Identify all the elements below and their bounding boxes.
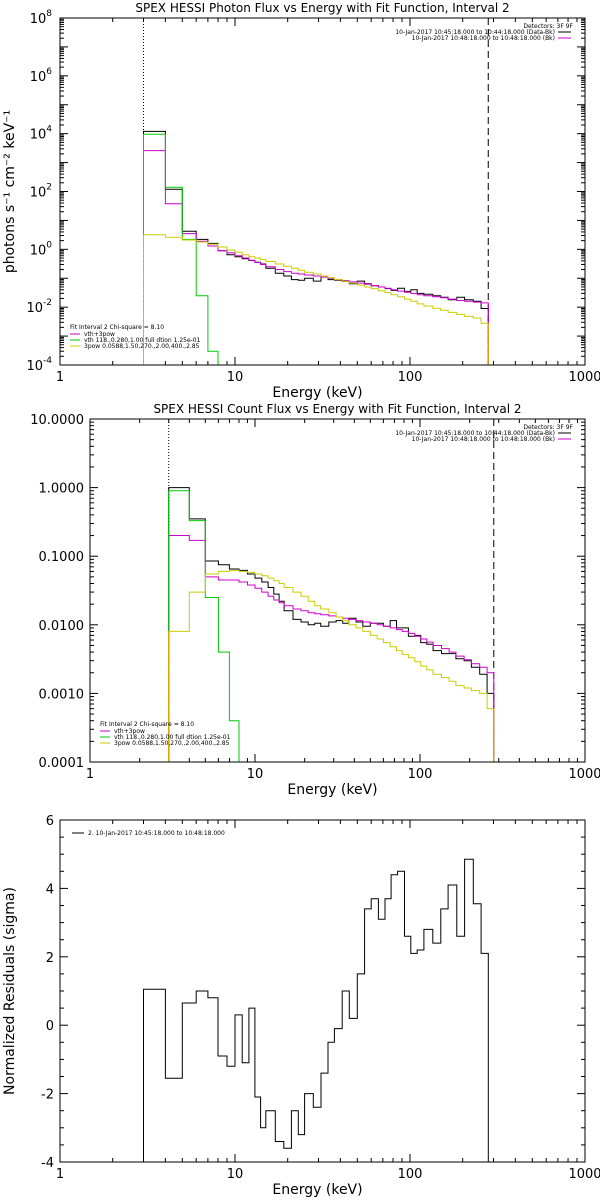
x-tick-label: 10 (247, 767, 264, 782)
y-tick-exponent: 0 (46, 240, 52, 250)
y-tick-label: -2 (41, 1088, 54, 1103)
y-tick-label: 10-2 (26, 298, 52, 316)
y-tick-exponent: -4 (43, 356, 52, 366)
x-tick-label: 1 (56, 370, 64, 385)
y-tick-label: 2 (46, 951, 54, 966)
x-tick-label: 1 (86, 767, 94, 782)
legend-bl-text: vth+3pow (84, 331, 115, 338)
legend-tr-text: 10-Jan-2017 10:48:18.000 to 10:48:18.000… (412, 35, 555, 42)
y-tick-exponent: 6 (46, 67, 52, 77)
y-tick-label: 4 (46, 882, 54, 897)
legend-bl-text: 3pow 0.0588,1.50,270.,2.00,400.,2.85 (114, 740, 230, 747)
series-data-bk (168, 487, 495, 762)
x-tick-label: 100 (398, 370, 423, 385)
panel-3: 1 10 100 1000 -4 -2 0 2 4 6 Energy (keV) Normalized… (2, 814, 600, 1198)
series-data-bk (143, 130, 489, 365)
y-tick-base: 10 (30, 243, 47, 258)
y-tick-label: 104 (30, 125, 53, 143)
series-group (143, 858, 489, 1162)
series-2-10-jan-2017-10-45-18-000-to-10-48-18-000 (143, 858, 489, 1162)
plot-frame (59, 819, 586, 1163)
panel-2: SPEX HESSI Count Flux vs Energy with Fit… (30, 402, 600, 798)
y-tick-base: 10 (30, 12, 47, 27)
x-axis-label: Energy (keV) (272, 1182, 362, 1198)
x-axis-label: Energy (keV) (287, 782, 377, 798)
legend-tr-text: 10-Jan-2017 10:48:18.000 to 10:48:18.000… (412, 436, 555, 443)
y-tick-label: 106 (30, 67, 53, 85)
y-tick-exponent: 8 (46, 9, 52, 19)
y-tick-label: 10.0000 (30, 413, 84, 428)
chart-title: SPEX HESSI Photon Flux vs Energy with Fi… (135, 1, 509, 15)
series-vth-3pow (168, 535, 495, 762)
y-tick-label: 100 (30, 240, 53, 258)
y-tick-base: 10 (30, 128, 47, 143)
legend-bl-text: vth 118.,0.280,1.00 full dtion 1.25e-01 (84, 337, 201, 344)
legend-tl-text: 2. 10-Jan-2017 10:45:18.000 to 10:48:18.… (88, 830, 225, 837)
legend-bl-text: vth 118.,0.280,1.00 full dtion 1.25e-01 (114, 734, 231, 741)
x-tick-label: 1000 (568, 1167, 600, 1182)
chart-title: SPEX HESSI Count Flux vs Energy with Fit… (153, 402, 521, 416)
y-tick-label: 0.0001 (39, 756, 85, 771)
legend-bl-text: 3pow 0.0588,1.50,270.,2.00,400.,2.85 (84, 343, 200, 350)
series-3pow (168, 569, 495, 762)
legend-bl-title: Fit Interval 2 Chi-square = 8.10 (70, 324, 164, 331)
legend-tr-text: 10-Jan-2017 10:45:18.000 to 10:44:18.000… (395, 29, 555, 36)
plot-frame (89, 418, 586, 763)
y-axis-label: photons s⁻¹ cm⁻² keV⁻¹ (2, 110, 18, 273)
y-tick-exponent: 4 (46, 125, 52, 135)
series-group (168, 487, 495, 762)
y-tick-base: 10 (30, 186, 47, 201)
x-tick-label: 1000 (568, 767, 600, 782)
y-tick-label: 0.1000 (39, 550, 85, 565)
legend-tr-text: 10-Jan-2017 10:45:18.000 to 10:44:18.000… (395, 430, 555, 437)
series-3pow (143, 234, 489, 365)
y-tick-base: 10 (26, 359, 43, 374)
plot-frame (59, 17, 586, 366)
y-tick-base: 10 (30, 70, 47, 85)
y-tick-label: 6 (46, 814, 54, 829)
y-tick-exponent: -2 (43, 298, 52, 308)
y-tick-label: 0.0010 (39, 687, 85, 702)
x-tick-label: 1000 (568, 370, 600, 385)
y-tick-exponent: 2 (46, 183, 52, 193)
y-tick-label: 1.0000 (39, 482, 85, 497)
series-group (142, 130, 489, 365)
legend-bl-title: Fit Interval 2 Chi-square = 8.10 (100, 721, 194, 728)
x-tick-label: 100 (398, 1167, 423, 1182)
x-tick-label: 100 (408, 767, 433, 782)
y-tick-label: -4 (41, 1156, 54, 1171)
x-tick-label: 10 (227, 1167, 244, 1182)
y-tick-label: 102 (30, 183, 52, 201)
x-tick-label: 1 (56, 1167, 64, 1182)
y-tick-label: 0.0100 (39, 619, 85, 634)
series-vth (168, 490, 240, 762)
y-tick-label: 10-4 (26, 356, 52, 374)
y-tick-base: 10 (26, 301, 43, 316)
y-tick-label: 108 (30, 9, 53, 27)
y-tick-label: 0 (46, 1019, 54, 1034)
x-axis-label: Energy (keV) (272, 385, 362, 401)
legend-tr-text: Detectors: 3F 9F (523, 23, 573, 30)
series-vth (143, 133, 219, 365)
legend-tr-text: Detectors: 3F 9F (523, 424, 573, 431)
legend-bl-text: vth+3pow (114, 728, 145, 735)
x-tick-label: 10 (227, 370, 244, 385)
panel-1: SPEX HESSI Photon Flux vs Energy with Fi… (2, 1, 600, 401)
y-axis-label: Normalized Residuals (sigma) (2, 887, 18, 1095)
